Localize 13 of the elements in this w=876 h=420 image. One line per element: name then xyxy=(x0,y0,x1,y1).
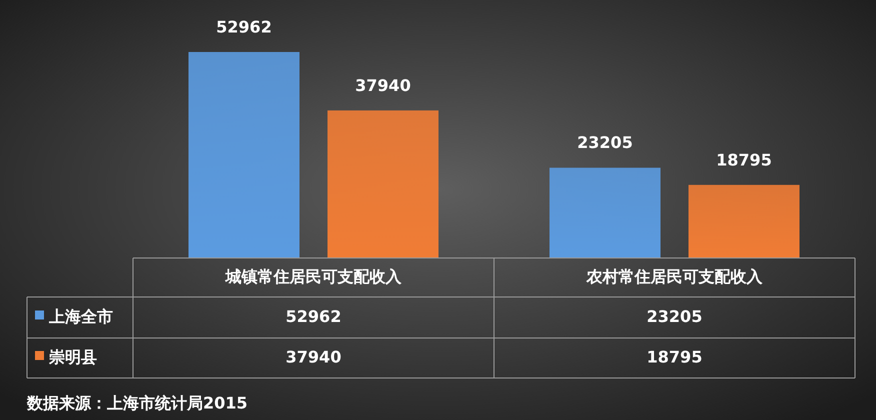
source-note: 数据来源：上海市统计局2015 xyxy=(26,393,248,412)
text: 18795 xyxy=(646,347,702,366)
data-label: 52962 xyxy=(216,17,272,36)
data-label: 23205 xyxy=(577,133,633,152)
text: 37940 xyxy=(286,347,342,366)
x-tick-label: 农村常住居民可支配收入 xyxy=(586,266,764,286)
text: 52962 xyxy=(286,306,342,326)
text: 23205 xyxy=(646,306,702,326)
legend-label: 崇明县 xyxy=(48,347,97,366)
data-label: 18795 xyxy=(716,150,772,170)
data-label: 37940 xyxy=(355,76,411,95)
legend-label: 上海全市 xyxy=(48,306,113,326)
x-tick-label: 城镇常住居民可支配收入 xyxy=(224,266,402,286)
